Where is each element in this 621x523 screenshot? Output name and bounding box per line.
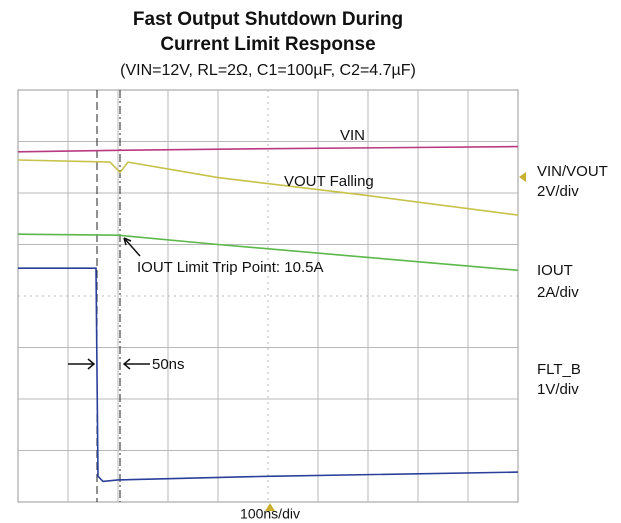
- title-line: Fast Output Shutdown During: [133, 9, 403, 30]
- channel-name: FLT_B: [537, 361, 581, 378]
- channel-scale: 2V/div: [537, 183, 579, 200]
- annotation: IOUT Limit Trip Point: 10.5A: [137, 259, 323, 276]
- annotation: 50ns: [152, 356, 185, 373]
- subtitle: (VIN=12V, RL=2Ω, C1=100µF, C2=4.7µF): [120, 62, 416, 79]
- trace-label: VIN: [340, 127, 365, 144]
- channel-scale: 2A/div: [537, 284, 579, 301]
- channel-name: IOUT: [537, 262, 573, 279]
- channel-name: VIN/VOUT: [537, 163, 608, 180]
- trace: [17, 145, 519, 153]
- grid: [18, 90, 518, 502]
- trace: [18, 267, 519, 483]
- trace: [17, 233, 519, 272]
- channel-scale: 1V/div: [537, 381, 579, 398]
- trip-arrow: [123, 237, 141, 257]
- trace-label: VOUT Falling: [284, 173, 374, 190]
- delay-arrows: [68, 358, 150, 370]
- x-axis-label: 100ns/div: [240, 506, 300, 522]
- traces: [17, 145, 519, 483]
- trace: [17, 159, 519, 216]
- title-line: Current Limit Response: [160, 34, 375, 55]
